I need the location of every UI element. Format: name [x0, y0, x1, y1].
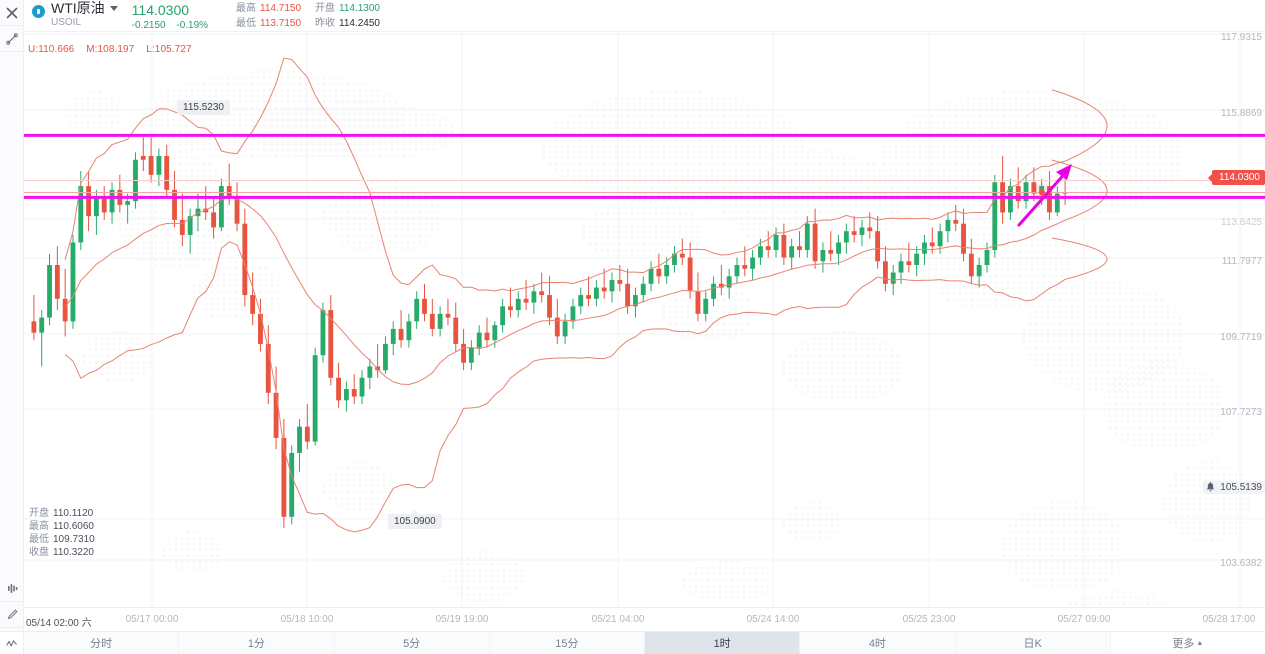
- tab-timeframe-3[interactable]: 15分: [489, 632, 645, 654]
- last-price: 114.0300: [131, 2, 190, 18]
- boll-upper: U:110.666: [28, 44, 75, 55]
- time-tick: 05/25 23:00: [902, 614, 956, 625]
- pencil-icon[interactable]: [0, 602, 24, 628]
- caret-up-icon: ▲: [1196, 639, 1204, 647]
- stat-low: 最低 113.7150: [236, 17, 301, 30]
- boll-middle: M:108.197: [86, 44, 135, 55]
- price-block: 114.0300 -0.2150 -0.19%: [132, 0, 216, 32]
- price-tick: 117.9315: [1221, 32, 1262, 43]
- change-percent: -0.19%: [176, 20, 209, 31]
- tool-rail: [0, 0, 24, 654]
- price-axis[interactable]: 117.9315 115.8869 113.8425 111.7977 109.…: [1203, 32, 1265, 607]
- low-price-annotation: 105.0900: [388, 510, 442, 529]
- high-price-annotation: 115.5230: [177, 100, 230, 115]
- current-price-tag: 114.0300: [1208, 170, 1265, 185]
- stat-open: 开盘 114.1300: [315, 2, 380, 15]
- stat-low-value: 113.7150: [260, 18, 302, 29]
- stat-high: 最高 114.7150: [236, 2, 301, 15]
- time-tick: 05/28 17:00: [1202, 614, 1256, 625]
- change-absolute: -0.2150: [131, 20, 166, 31]
- time-tick: 05/18 10:00: [280, 614, 334, 625]
- stat-high-label: 最高: [236, 3, 257, 14]
- price-tick: 113.8425: [1221, 217, 1262, 228]
- time-tick: 05/17 00:00: [125, 614, 179, 625]
- ohlc-readout: 开盘 110.1120 最高 110.6060 最低 109.7310 收盘 110.3…: [29, 507, 95, 559]
- trendline-icon[interactable]: [0, 26, 24, 52]
- tab-timeframe-6[interactable]: 日K: [955, 632, 1111, 654]
- ohlc-open: 开盘 110.1120: [29, 508, 94, 519]
- symbol-logo-icon: [32, 5, 45, 18]
- stat-prevclose: 昨收 114.2450: [315, 17, 380, 30]
- tab-timeframe-2[interactable]: 5分: [334, 632, 490, 654]
- chart-type-icon[interactable]: [0, 632, 24, 654]
- tab-timeframe-1[interactable]: 1分: [179, 632, 335, 654]
- price-tick: 103.6382: [1220, 558, 1262, 569]
- time-axis[interactable]: 05/14 02:00 六 05/17 00:00 05/18 10:00 05…: [24, 607, 1265, 631]
- tab-timeframe-5[interactable]: 4时: [800, 632, 956, 654]
- boll-legend: U:110.666 M:108.197 L:105.727: [28, 44, 201, 55]
- stat-prevclose-value: 114.2450: [339, 18, 380, 29]
- price-tick: 115.8869: [1221, 108, 1262, 119]
- tab-more[interactable]: 更多 ▲: [1110, 632, 1265, 654]
- timeframe-items: 分时 1分 5分 15分 1时 4时 日K 更多 ▲: [24, 632, 1265, 654]
- tab-timeframe-4[interactable]: 1时: [645, 632, 801, 654]
- time-tick: 05/19 19:00: [435, 614, 489, 625]
- symbol-name-row[interactable]: WTI原油: [51, 0, 118, 16]
- bell-icon: [1207, 482, 1215, 492]
- symbol-header: WTI原油 USOIL 114.0300 -0.2150 -0.19% 最高 11…: [24, 0, 1265, 32]
- stat-open-label: 开盘: [315, 3, 336, 14]
- price-tick: 107.7273: [1220, 407, 1262, 418]
- stat-low-label: 最低: [236, 18, 257, 29]
- time-tick: 05/27 09:00: [1057, 614, 1111, 625]
- volume-icon[interactable]: [0, 576, 24, 602]
- price-tick: 109.7719: [1220, 332, 1262, 343]
- symbol-name: WTI原油: [51, 0, 105, 16]
- stat-prevclose-label: 昨收: [315, 18, 336, 29]
- ohlc-high: 最高 110.6060: [29, 521, 94, 532]
- tab-timeframe-0[interactable]: 分时: [24, 632, 180, 654]
- timeframe-bar: 分时 1分 5分 15分 1时 4时 日K 更多 ▲: [0, 631, 1265, 654]
- time-tick: 05/24 14:00: [746, 614, 800, 625]
- price-change-row: -0.2150 -0.19%: [132, 20, 216, 32]
- price-alert[interactable]: 105.5139: [1203, 481, 1265, 494]
- chevron-down-icon[interactable]: [109, 5, 118, 11]
- symbol-block[interactable]: WTI原油 USOIL: [51, 0, 118, 29]
- time-tick: 05/14 02:00 六: [26, 618, 92, 629]
- stat-col-1: 最高 114.7150 最低 113.7150: [236, 0, 301, 30]
- price-tick: 111.7977: [1221, 256, 1262, 267]
- alert-price: 105.5139: [1220, 482, 1262, 493]
- stat-open-value: 114.1300: [339, 3, 380, 14]
- tab-more-label: 更多: [1172, 638, 1195, 650]
- stat-high-value: 114.7150: [260, 3, 302, 14]
- symbol-code: USOIL: [51, 17, 82, 28]
- close-icon[interactable]: [0, 0, 24, 26]
- ohlc-close: 收盘 110.3220: [29, 547, 94, 558]
- boll-lower: L:105.727: [146, 44, 192, 55]
- time-tick: 05/21 04:00: [591, 614, 645, 625]
- candlestick-plot: [24, 32, 1265, 607]
- ohlc-low: 最低 109.7310: [29, 534, 95, 545]
- chart-canvas[interactable]: U:110.666 M:108.197 L:105.727 开盘 110.1120…: [24, 32, 1265, 607]
- stat-col-2: 开盘 114.1300 昨收 114.2450: [315, 0, 380, 30]
